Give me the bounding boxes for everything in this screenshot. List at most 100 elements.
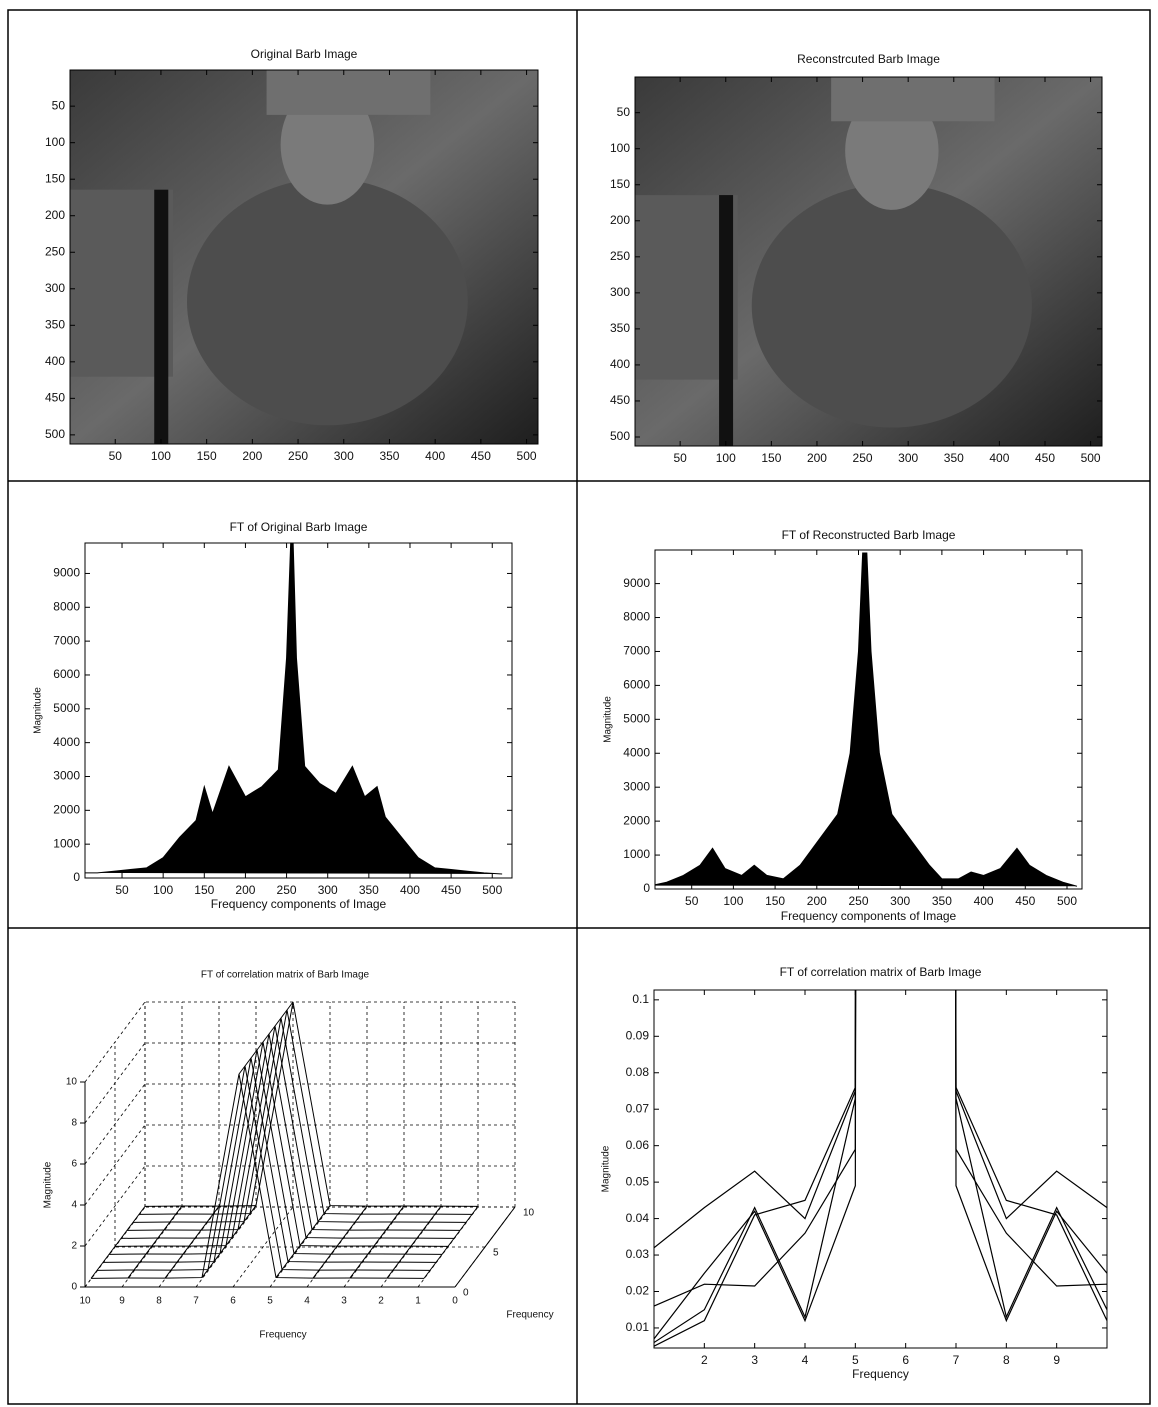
image-region [751,184,1032,428]
y-tick-label: 1000 [53,836,80,850]
y-axis-label: Magnitude [603,696,614,743]
surface-column [275,1205,331,1278]
x-tick-label: 8 [1003,1353,1010,1367]
y-tick-label: 200 [610,213,630,227]
plot-frame [634,76,1103,447]
x-tick-label: 4 [802,1353,809,1367]
y-tick-label: 5000 [53,701,80,715]
grid-line [84,1124,146,1206]
x-tick-label: 100 [716,451,736,465]
x-tick-label: 300 [318,883,338,897]
surface-row [114,1041,449,1247]
x-axis-label: Frequency [852,1367,909,1381]
x-tick-label: 6 [902,1353,909,1367]
x-tick-label: 5 [267,1296,273,1307]
series-line [654,990,1107,1340]
y-tick-label: 8000 [53,599,80,613]
x-axis-label: Frequency components of Image [211,897,387,911]
x-axis-label: Frequency components of Image [781,909,957,923]
y-tick-label: 200 [45,208,65,222]
x-tick-label: 3 [341,1296,347,1307]
y-tick-label: 400 [610,357,630,371]
grid-line [84,1083,146,1165]
x-tick-label: 5 [852,1353,859,1367]
y-tick-label: 350 [610,321,630,335]
chart-title: Reconstrcuted Barb Image [797,52,940,66]
y-tick-label: 0 [463,1288,469,1299]
z-tick-label: 0 [71,1282,77,1293]
x-tick-label: 7 [953,1353,960,1367]
spectrum-area [85,543,503,875]
y-tick-label: 5 [493,1248,499,1259]
x-tick-label: 400 [400,883,420,897]
y-tick-label: 9000 [53,566,80,580]
chart-title: Original Barb Image [251,47,358,61]
y-tick-label: 500 [610,429,630,443]
y-tick-label: 7000 [53,633,80,647]
y-tick-label: 0.08 [626,1065,650,1079]
y-tick-label: 4000 [53,735,80,749]
x-tick-label: 450 [1035,451,1055,465]
x-tick-label: 500 [1057,894,1077,908]
x-tick-label: 350 [932,894,952,908]
x-axis-label: Frequency [259,1330,306,1341]
y-axis-label: Frequency [506,1310,553,1321]
figure-border [7,9,1151,1405]
z-tick-label: 2 [71,1241,77,1252]
x-tick-label: 6 [230,1296,236,1307]
x-tick-label: 4 [304,1296,310,1307]
x-tick-label: 50 [673,451,687,465]
z-tick-label: 10 [66,1077,78,1088]
y-tick-label: 100 [610,141,630,155]
x-tick-label: 150 [197,449,217,463]
y-axis-label: Magnitude [33,687,44,734]
x-tick-label: 500 [517,449,537,463]
plot-frame [69,69,539,445]
surface-column [238,1001,294,1075]
y-axis [454,1206,516,1288]
grid-line [84,1042,146,1124]
plot-frame [653,989,1108,1349]
y-tick-label: 50 [617,105,631,119]
x-tick-label: 400 [989,451,1009,465]
y-tick-label: 3000 [53,769,80,783]
y-tick-label: 0.04 [626,1211,650,1225]
x-tick-label: 150 [765,894,785,908]
y-tick-label: 6000 [623,678,650,692]
x-tick-label: 7 [193,1296,199,1307]
y-tick-label: 250 [45,244,65,258]
surface-row [108,1049,443,1255]
surface-row [138,1009,473,1215]
y-tick-label: 0.03 [626,1247,650,1261]
y-tick-label: 10 [523,1208,535,1219]
chart-title: FT of Original Barb Image [230,520,368,534]
y-tick-label: 3000 [623,779,650,793]
x-tick-label: 400 [425,449,445,463]
surface-row [144,1001,479,1207]
x-tick-label: 100 [151,449,171,463]
grid-line [84,1001,146,1083]
x-tick-label: 250 [277,883,297,897]
y-tick-label: 150 [45,171,65,185]
surface-row [90,1073,425,1279]
surface-row [96,1065,431,1271]
z-tick-label: 6 [71,1159,77,1170]
y-tick-label: 150 [610,177,630,191]
y-tick-label: 6000 [53,667,80,681]
y-tick-label: 5000 [623,712,650,726]
y-tick-label: 0.02 [626,1284,650,1298]
image-region [154,189,169,444]
surface-column [312,1205,368,1279]
x-tick-label: 500 [482,883,502,897]
surface-column [90,1206,146,1279]
y-tick-label: 0 [73,870,80,884]
series-line [654,990,1107,1347]
y-tick-label: 400 [45,354,65,368]
y-tick-label: 2000 [53,802,80,816]
x-tick-label: 100 [723,894,743,908]
y-tick-label: 0.07 [626,1101,650,1115]
x-tick-label: 50 [115,883,129,897]
chart-title: FT of correlation matrix of Barb Image [780,965,982,979]
